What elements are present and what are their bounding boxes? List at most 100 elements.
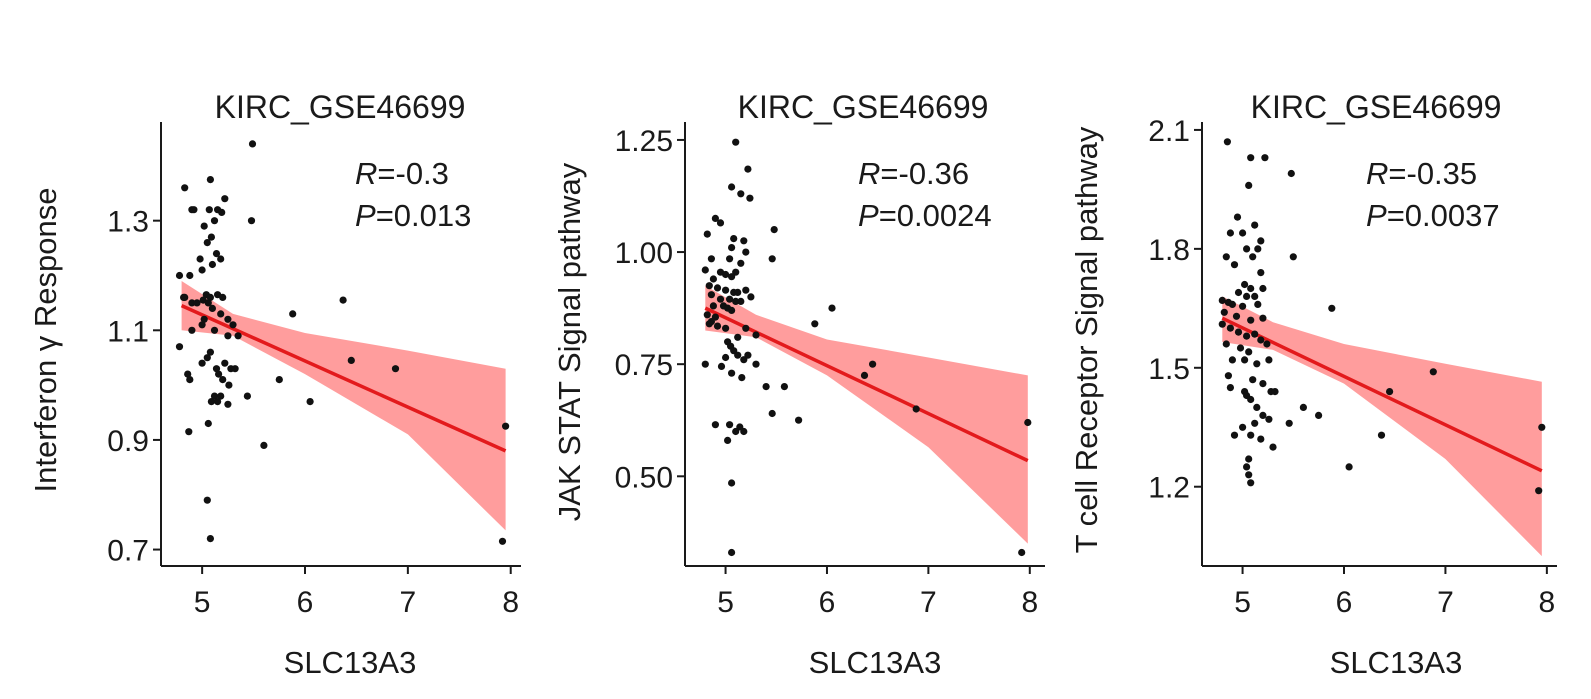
- data-point: [203, 354, 211, 362]
- stat-r-symbol: R: [1366, 156, 1388, 191]
- data-point: [1271, 388, 1279, 396]
- panel-title: KIRC_GSE46699: [215, 89, 466, 125]
- y-axis-title: JAK STAT Signal pathway: [552, 162, 587, 521]
- data-point: [728, 183, 736, 191]
- data-point: [1239, 229, 1247, 237]
- data-point: [1257, 336, 1265, 344]
- x-tick-label: 8: [502, 586, 519, 619]
- data-point: [726, 421, 734, 429]
- data-point: [860, 371, 869, 379]
- data-point: [212, 365, 221, 373]
- stat-r-value: =-0.36: [880, 156, 969, 191]
- data-point: [734, 333, 742, 341]
- stat-r-value: =-0.3: [377, 156, 449, 191]
- stat-p-symbol: P: [858, 198, 879, 233]
- data-point: [207, 233, 215, 241]
- x-axis-title: SLC13A3: [284, 645, 417, 680]
- data-point: [1223, 138, 1231, 146]
- data-point: [728, 273, 736, 281]
- data-point: [1222, 340, 1230, 348]
- data-point: [231, 365, 239, 373]
- x-tick-label: 5: [1234, 586, 1251, 619]
- data-point: [713, 322, 722, 330]
- data-point: [180, 293, 188, 301]
- y-axis-title: T cell Receptor Signal pathway: [1069, 126, 1104, 553]
- data-point: [1228, 300, 1236, 308]
- data-point: [205, 206, 213, 214]
- data-point: [1218, 320, 1226, 328]
- data-point: [701, 266, 709, 274]
- confidence-band: [1222, 296, 1542, 557]
- data-point: [1243, 245, 1251, 253]
- data-point: [1222, 253, 1230, 261]
- stat-p-value: =0.0024: [879, 198, 992, 233]
- data-point: [1285, 419, 1293, 427]
- y-tick-label: 0.50: [615, 461, 673, 494]
- y-tick-label: 1.5: [1148, 353, 1190, 386]
- data-point: [1254, 245, 1262, 253]
- data-point: [204, 299, 212, 307]
- data-point: [1259, 380, 1267, 388]
- data-point: [722, 353, 730, 362]
- data-point: [186, 271, 194, 280]
- x-tick-label: 7: [1437, 586, 1454, 619]
- data-point: [1253, 360, 1261, 368]
- data-point: [726, 295, 734, 303]
- data-point: [1287, 169, 1295, 178]
- data-point: [215, 370, 223, 378]
- data-point: [225, 381, 233, 389]
- data-point: [275, 376, 283, 384]
- data-point: [738, 374, 746, 382]
- data-point: [1328, 304, 1336, 312]
- data-point: [221, 359, 229, 367]
- data-point: [1254, 300, 1262, 308]
- data-point: [705, 282, 713, 290]
- y-tick-label: 1.25: [615, 125, 673, 158]
- data-point: [1259, 411, 1267, 419]
- data-point: [1386, 388, 1394, 396]
- data-point: [1251, 292, 1259, 300]
- data-point: [912, 405, 920, 413]
- data-point: [1269, 443, 1277, 451]
- data-point: [734, 288, 742, 296]
- data-point: [391, 365, 400, 373]
- data-point: [1245, 181, 1253, 189]
- data-point: [1243, 463, 1251, 471]
- data-point: [709, 302, 718, 310]
- data-point: [728, 306, 736, 314]
- data-point: [1265, 415, 1273, 423]
- data-point: [247, 217, 256, 225]
- stat-r: R=-0.36: [858, 156, 969, 191]
- panel-jak-stat: 0.50 0.75 1.00 1.25 5 6 7 8 KIRC_GSE46699 SLC1…: [552, 89, 1045, 680]
- data-point: [728, 479, 736, 487]
- data-point: [744, 351, 752, 359]
- data-point: [707, 255, 716, 263]
- data-point: [711, 421, 720, 429]
- data-point: [717, 362, 726, 370]
- data-point: [204, 419, 212, 428]
- data-point: [175, 271, 184, 280]
- data-point: [1247, 154, 1255, 162]
- y-axis-title: Interferon γ Response: [28, 187, 63, 492]
- data-point: [1241, 280, 1249, 289]
- data-point: [206, 348, 214, 356]
- data-point: [1261, 154, 1269, 162]
- data-point: [707, 291, 716, 299]
- y-tick-label: 1.3: [107, 206, 149, 239]
- data-point: [728, 548, 736, 557]
- data-point: [306, 398, 314, 406]
- data-point: [1247, 284, 1255, 293]
- data-point: [722, 286, 730, 294]
- data-point: [734, 351, 742, 359]
- data-point: [732, 138, 740, 146]
- data-point: [740, 237, 748, 245]
- data-point: [795, 416, 803, 424]
- data-point: [210, 217, 219, 225]
- stat-r: R=-0.35: [1366, 156, 1477, 191]
- regression-line: [1221, 316, 1543, 473]
- data-point: [347, 356, 355, 364]
- data-point: [1257, 237, 1265, 245]
- data-point: [752, 331, 760, 339]
- data-point: [716, 295, 725, 303]
- data-point: [1230, 261, 1239, 269]
